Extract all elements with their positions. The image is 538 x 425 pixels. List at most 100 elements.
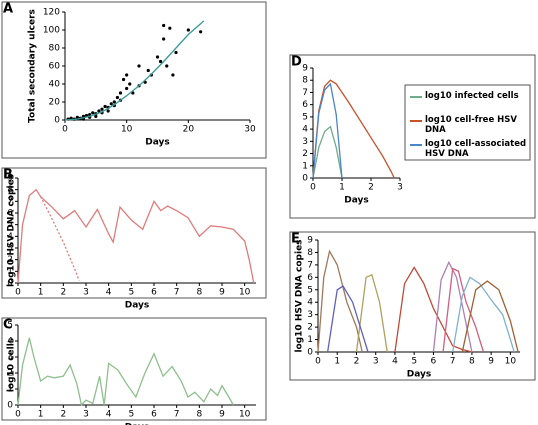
data-point (125, 86, 129, 91)
panel-label: E (291, 232, 300, 247)
x-tick-label: 9 (219, 288, 225, 298)
y-tick-label: 0 (54, 116, 60, 126)
data-line (355, 273, 388, 353)
x-tick-label: 10 (239, 288, 251, 298)
x-tick-label: 10 (239, 410, 251, 420)
y-tick-label: 1 (307, 335, 313, 345)
x-tick-label: 0 (15, 288, 21, 298)
x-tick-label: 6 (431, 357, 437, 367)
data-line (317, 249, 363, 353)
data-line (452, 276, 515, 353)
panel-frame (1, 317, 267, 421)
y-tick-label: 1 (7, 267, 13, 277)
x-axis-label: Days (344, 196, 369, 206)
y-tick-label: 9 (302, 64, 308, 74)
data-point (137, 64, 141, 68)
x-tick-label: 5 (128, 288, 134, 298)
x-tick-label: 1 (38, 410, 44, 420)
y-tick-label: 5 (302, 112, 308, 122)
data-point (118, 91, 123, 95)
y-tick-label: 5 (307, 285, 313, 295)
y-tick-label: 4 (7, 337, 13, 347)
y-tick-label: 7 (307, 260, 313, 270)
legend-item: log10 infected cells (425, 91, 519, 101)
data-line (312, 79, 395, 179)
y-tick-label: 8 (302, 76, 308, 86)
y-tick-label: 3 (7, 353, 13, 363)
x-tick-label: 6 (151, 288, 157, 298)
data-point (168, 26, 172, 30)
panel-label: C (3, 318, 13, 333)
x-tick-label: 8 (196, 410, 202, 420)
y-tick-label: 40 (49, 80, 61, 90)
data-point (128, 82, 132, 86)
y-axis-label: log10 HSV DNA copies (7, 174, 17, 287)
y-tick-label: 0 (302, 174, 308, 184)
data-point (100, 107, 104, 111)
data-point (103, 104, 107, 109)
data-point (162, 23, 166, 28)
x-tick-label: 3 (373, 357, 379, 367)
x-tick-label: 0 (315, 357, 321, 367)
y-axis-label: log10 cells (7, 338, 17, 392)
y-tick-label: 20 (49, 98, 61, 108)
data-point (75, 115, 79, 119)
y-tick-label: 1 (302, 161, 308, 171)
x-tick-label: 5 (411, 357, 417, 367)
y-tick-label: 60 (49, 62, 61, 72)
y-tick-label: 3 (307, 310, 313, 320)
data-line (326, 285, 369, 353)
data-point (94, 114, 98, 118)
y-tick-label: 6 (7, 209, 13, 219)
x-tick-label: 4 (106, 410, 112, 420)
y-tick-label: 2 (307, 323, 313, 333)
panel-frame (289, 54, 536, 219)
panel-label: D (291, 55, 302, 70)
y-tick-label: 9 (307, 236, 313, 246)
x-tick-label: 1 (334, 357, 340, 367)
x-axis-label: Days (145, 138, 170, 148)
data-point (186, 28, 190, 32)
data-line (17, 337, 234, 407)
y-tick-label: 0 (7, 401, 13, 411)
data-point (155, 55, 160, 59)
data-line (312, 125, 343, 179)
y-tick-label: 100 (43, 26, 60, 36)
data-point (125, 73, 129, 77)
x-tick-label: 2 (354, 357, 360, 367)
data-line (394, 266, 473, 353)
x-axis-label: Days (407, 370, 432, 380)
data-line (432, 260, 473, 353)
data-point (146, 68, 150, 73)
legend-item: log10 cell-associated HSV DNA (425, 139, 526, 159)
x-axis-label: Days (125, 423, 150, 425)
y-tick-label: 8 (307, 248, 313, 258)
x-tick-label: 6 (151, 410, 157, 420)
y-axis-label: Total secondary ulcers (28, 9, 38, 123)
x-tick-label: 4 (392, 357, 398, 367)
y-axis-label: log10 HSV DNA copies (295, 239, 305, 352)
data-point (106, 109, 110, 113)
y-tick-label: 3 (302, 137, 308, 147)
y-tick-label: 7 (7, 197, 13, 207)
x-tick-label: 7 (174, 288, 180, 298)
data-point (165, 64, 169, 68)
y-tick-label: 4 (307, 298, 313, 308)
y-tick-label: 3 (7, 244, 13, 254)
x-tick-label: 3 (83, 410, 89, 420)
y-tick-label: 2 (7, 255, 13, 265)
y-tick-label: 1 (7, 385, 13, 395)
data-line (442, 267, 485, 353)
y-tick-label: 4 (302, 125, 308, 135)
panel-frame (289, 231, 536, 381)
legend-item: log10 cell-free HSV DNA (425, 115, 517, 135)
y-tick-label: 6 (307, 273, 313, 283)
data-point (109, 102, 113, 106)
data-line (64, 20, 205, 121)
panel-label: B (3, 168, 13, 183)
x-tick-label: 8 (196, 288, 202, 298)
data-line (461, 280, 519, 353)
x-tick-label: 10 (121, 125, 133, 135)
x-tick-label: 3 (397, 183, 403, 193)
